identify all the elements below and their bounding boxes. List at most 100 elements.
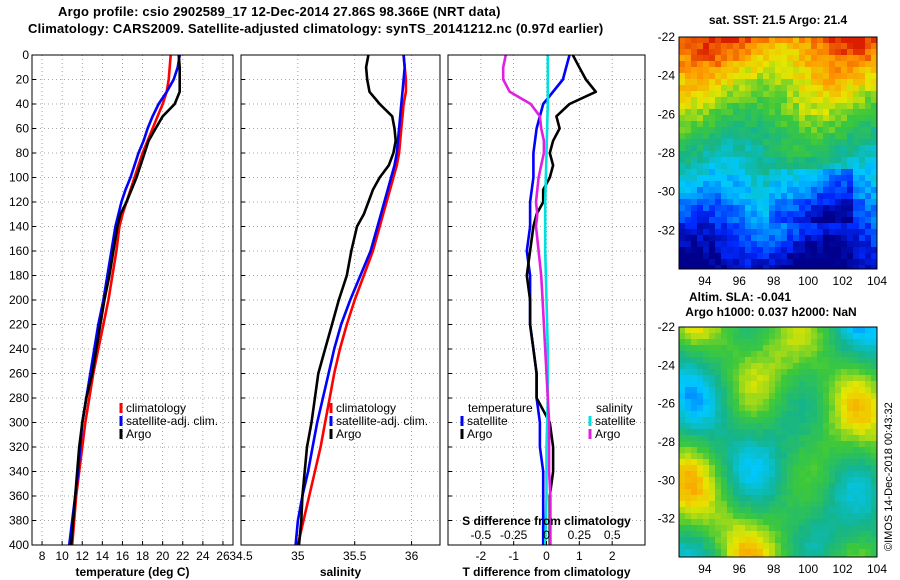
sla-map-cell bbox=[739, 519, 746, 526]
sla-map-cell bbox=[823, 351, 830, 358]
sla-map-cell bbox=[793, 411, 800, 418]
sst-map-cell bbox=[721, 55, 728, 62]
sst-map-cell bbox=[835, 223, 842, 230]
sst-map-cell bbox=[787, 223, 794, 230]
sst-map-cell bbox=[865, 169, 872, 176]
sst-map-cell bbox=[805, 43, 812, 50]
sst-map-cell bbox=[871, 91, 877, 98]
sla-map-cell bbox=[733, 363, 740, 370]
sst-map-cell bbox=[853, 181, 860, 188]
sla-map-cell bbox=[799, 327, 806, 334]
sst-map-cell bbox=[847, 67, 854, 74]
sla-map-cell bbox=[823, 489, 830, 496]
sst-map-cell bbox=[871, 187, 877, 194]
sst-map-cell bbox=[817, 211, 824, 218]
sst-map-cell bbox=[697, 265, 704, 269]
sst-map-cell bbox=[739, 97, 746, 104]
sst-map-cell bbox=[865, 73, 872, 80]
sla-map-cell bbox=[781, 339, 788, 346]
sla-map-cell bbox=[781, 357, 788, 364]
sla-map-cell bbox=[691, 543, 698, 550]
sst-map-cell bbox=[733, 259, 740, 266]
sst-map-cell bbox=[787, 151, 794, 158]
sla-map-cell bbox=[715, 435, 722, 442]
sst-map-cell bbox=[817, 127, 824, 134]
sla-map-cell bbox=[781, 387, 788, 394]
sla-map-cell bbox=[805, 453, 812, 460]
sst-map-cell bbox=[829, 169, 836, 176]
sla-map-cell bbox=[829, 483, 836, 490]
sla-map-cell bbox=[799, 543, 806, 550]
sst-map-cell bbox=[817, 199, 824, 206]
sla-map-cell bbox=[823, 531, 830, 538]
sla-map-cell bbox=[835, 441, 842, 448]
sst-map-cell bbox=[679, 85, 686, 92]
sla-map-cell bbox=[847, 327, 854, 334]
sst-map-cell bbox=[763, 109, 770, 116]
sla-map-cell bbox=[823, 471, 830, 478]
sst-map-cell bbox=[715, 187, 722, 194]
sla-map-cell bbox=[709, 351, 716, 358]
sst-map-cell bbox=[865, 187, 872, 194]
sst-map-cell bbox=[829, 85, 836, 92]
sst-map-cell bbox=[721, 199, 728, 206]
sst-map-cell bbox=[811, 235, 818, 242]
sst-map-cell bbox=[745, 139, 752, 146]
sst-map-cell bbox=[793, 79, 800, 86]
sst-map-cell bbox=[697, 169, 704, 176]
sla-map-cell bbox=[745, 513, 752, 520]
sst-map-cell bbox=[787, 229, 794, 236]
sst-map-cell bbox=[727, 139, 734, 146]
sst-map-cell bbox=[763, 199, 770, 206]
sst-map-cell bbox=[721, 265, 728, 269]
sla-map-cell bbox=[733, 429, 740, 436]
sst-map-cell bbox=[739, 229, 746, 236]
sla-map-cell bbox=[685, 441, 692, 448]
sla-map-cell bbox=[835, 393, 842, 400]
sst-map-cell bbox=[745, 79, 752, 86]
sla-map-cell bbox=[763, 543, 770, 550]
sst-map-cell bbox=[787, 73, 794, 80]
sst-map-cell bbox=[805, 145, 812, 152]
sla-map-cell bbox=[763, 537, 770, 544]
sst-map-cell bbox=[793, 181, 800, 188]
sla-map-cell bbox=[763, 339, 770, 346]
sla-map-cell bbox=[841, 471, 848, 478]
sst-map-cell bbox=[811, 169, 818, 176]
sla-map-cell bbox=[841, 525, 848, 532]
temperature-frame bbox=[31, 54, 234, 546]
sst-map-cell bbox=[703, 55, 710, 62]
sst-map-cell bbox=[739, 259, 746, 266]
sst-map-cell bbox=[793, 67, 800, 74]
sst-map-cell bbox=[859, 97, 866, 104]
sst-map-cell bbox=[775, 187, 782, 194]
sla-map-cell bbox=[823, 453, 830, 460]
sla-map-cell bbox=[841, 495, 848, 502]
sla-map-cell bbox=[799, 525, 806, 532]
sla-map-cell bbox=[859, 501, 866, 508]
sst-map-cell bbox=[781, 49, 788, 56]
sla-map-cell bbox=[775, 477, 782, 484]
sla-map-cell bbox=[793, 351, 800, 358]
sst-map-cell bbox=[817, 193, 824, 200]
sla-map-cell bbox=[829, 495, 836, 502]
sst-map-cell bbox=[703, 175, 710, 182]
sla-map-cell bbox=[709, 381, 716, 388]
sst-map-cell bbox=[847, 229, 854, 236]
sst-map-cell bbox=[709, 223, 716, 230]
sst-map-cell bbox=[811, 121, 818, 128]
sla-map-cell bbox=[709, 411, 716, 418]
sst-map-cell bbox=[793, 211, 800, 218]
sla-map-cell bbox=[709, 507, 716, 514]
sla-map-cell bbox=[853, 447, 860, 454]
salinity-legend-label: climatology bbox=[336, 401, 396, 415]
sst-map-cell bbox=[775, 55, 782, 62]
sla-map-cell bbox=[733, 465, 740, 472]
sst-map-cell bbox=[751, 253, 758, 260]
sla-map-cell bbox=[865, 333, 872, 340]
sst-map-cell bbox=[775, 235, 782, 242]
sst-map-cell bbox=[733, 109, 740, 116]
sla-map-cell bbox=[835, 477, 842, 484]
sst-map-cell bbox=[757, 127, 764, 134]
sst-map-cell bbox=[847, 73, 854, 80]
